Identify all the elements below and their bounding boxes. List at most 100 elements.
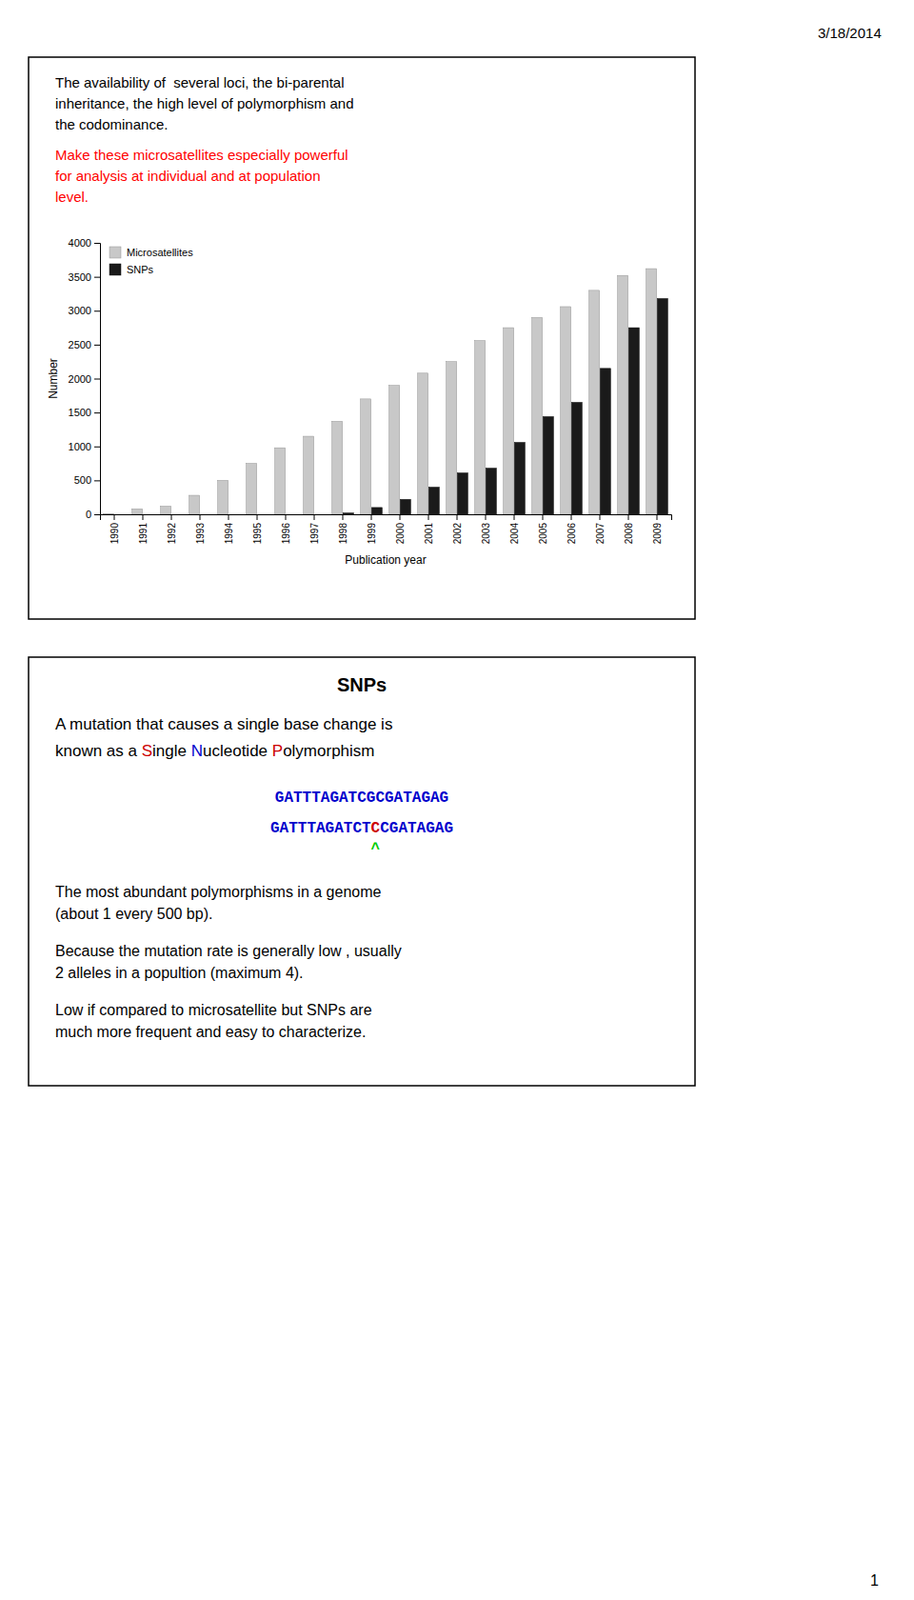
x-tick: 1998 [337, 514, 349, 544]
legend-label: Microsatellites [126, 246, 194, 259]
y-tick-mark [94, 344, 100, 346]
y-tick: 2000 [68, 373, 100, 385]
x-tick-mark [428, 514, 430, 520]
bar [428, 487, 439, 516]
x-tick-label: 2008 [623, 522, 635, 545]
x-tick-mark [114, 514, 116, 520]
x-tick-mark [342, 514, 344, 520]
y-tick: 0 [85, 508, 100, 520]
bar [514, 441, 525, 515]
bar [189, 495, 200, 515]
legend-item: Microsatellites [109, 246, 194, 259]
bar [589, 290, 600, 515]
bar [246, 463, 258, 515]
x-tick-label: 1997 [309, 522, 320, 545]
slide-box [28, 656, 696, 1086]
x-tick-mark [599, 514, 601, 520]
sequence-part: GATTTAGATCT [270, 819, 372, 837]
x-tick-mark [457, 514, 458, 520]
y-axis-title: Number [46, 357, 60, 399]
y-tick-mark [94, 378, 100, 380]
y-tick: 2500 [68, 338, 100, 351]
x-tick: 1994 [223, 514, 235, 544]
x-tick-label: 1994 [223, 522, 235, 545]
y-tick: 3500 [68, 271, 100, 283]
bar [446, 361, 457, 515]
bar [371, 507, 382, 515]
legend-label: SNPs [126, 263, 155, 276]
x-tick-mark [257, 514, 259, 520]
y-tick: 1000 [68, 440, 100, 453]
legend-swatch [109, 263, 121, 276]
x-tick: 2005 [537, 514, 549, 544]
bar [303, 436, 315, 515]
x-tick-mark [542, 514, 544, 520]
x-tick-mark [142, 514, 144, 520]
bar [532, 317, 543, 515]
x-tick-mark [485, 514, 487, 520]
x-tick-label: 2009 [652, 522, 663, 545]
x-tick-label: 2001 [423, 522, 435, 545]
x-tick-label: 1992 [166, 522, 178, 545]
paragraph-line: much more frequent and easy to character… [55, 1023, 366, 1040]
paragraph-line: Because the mutation rate is generally l… [55, 942, 402, 959]
x-tick-label: 2006 [566, 522, 577, 545]
bar [142, 514, 154, 516]
paragraph-line: Low if compared to microsatellite but SN… [55, 1001, 373, 1018]
slide-text-mixed: known as a Single Nucleotide Polymorphis… [55, 741, 375, 760]
legend-swatch [109, 246, 121, 259]
text-part: known as a [55, 741, 142, 760]
slide-box [28, 57, 696, 619]
x-tick-label: 1998 [337, 522, 349, 545]
x-tick-label: 1993 [195, 522, 206, 545]
slide-text: A mutation that causes a single base cha… [55, 715, 393, 734]
bar [171, 514, 182, 516]
bar [132, 508, 143, 515]
y-tick-mark [94, 479, 100, 481]
bar [599, 368, 611, 515]
page-number: 1 [870, 1571, 879, 1589]
bar [646, 268, 657, 515]
y-tick: 4000 [68, 237, 100, 249]
bar [485, 468, 497, 515]
text-part: S [141, 741, 153, 760]
x-tick: 1990 [109, 514, 120, 544]
x-tick-mark [285, 514, 287, 520]
bar [503, 327, 515, 515]
x-tick: 1993 [195, 514, 206, 544]
sequence-part: CGATAGAG [379, 819, 454, 837]
y-tick: 500 [74, 474, 100, 486]
x-tick: 2004 [509, 514, 520, 544]
x-tick-mark [399, 514, 401, 520]
slide-text-highlight: for analysis at individual and at popula… [55, 167, 321, 184]
x-tick-label: 1996 [280, 522, 292, 545]
x-tick-mark [228, 514, 230, 520]
date-label: 3/18/2014 [817, 24, 882, 41]
bar [114, 514, 125, 516]
y-tick-mark [94, 242, 100, 244]
text-part: N [191, 741, 203, 760]
bar [628, 327, 639, 515]
bars [103, 268, 669, 515]
x-tick: 1995 [252, 514, 263, 544]
bar [389, 385, 400, 515]
bar [218, 479, 229, 515]
bar-series [103, 268, 657, 515]
y-tick-mark [94, 514, 100, 516]
sequence: GATTTAGATCGCGATAGAG [275, 789, 449, 807]
slide-text-highlight: Make these microsatellites especially po… [55, 146, 349, 163]
y-tick-mark [94, 310, 100, 312]
y-tick-label: 3500 [68, 271, 92, 283]
legend: Microsatellites SNPs [109, 246, 194, 276]
x-tick-label: 2000 [395, 522, 406, 545]
y-tick-mark [94, 446, 100, 448]
page: 3/18/20141The availability of several lo… [0, 0, 914, 1600]
bar [332, 420, 343, 515]
bar [542, 416, 554, 515]
x-tick: 1997 [309, 514, 320, 544]
text-part: ucleotide [202, 741, 273, 760]
bar [314, 514, 325, 516]
bar [417, 373, 429, 515]
bar [475, 340, 486, 515]
x-tick-label: 1991 [138, 522, 149, 545]
